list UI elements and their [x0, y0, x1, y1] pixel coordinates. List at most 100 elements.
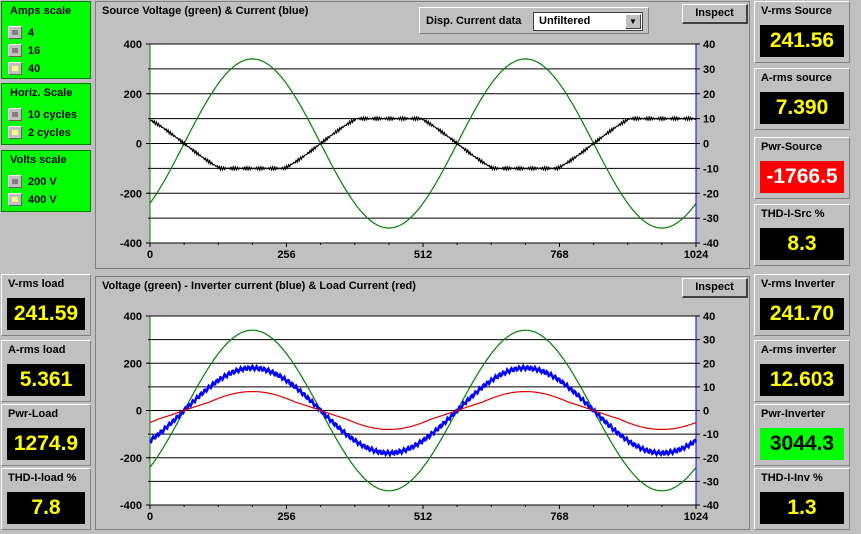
volts-400-radio[interactable] — [8, 193, 22, 206]
amps-scale-title: Amps scale — [10, 5, 72, 17]
y-left-tick-label: -200 — [120, 453, 142, 465]
y-right-tick-label: -40 — [703, 500, 719, 512]
x-tick-label: 512 — [414, 249, 432, 261]
meter-a-rms-load: A-rms load 5.361 — [1, 340, 91, 402]
meter-pwr-inverter: Pwr-Inverter 3044.3 — [754, 404, 850, 466]
meter-thd-i-load: THD-I-load % 7.8 — [1, 468, 91, 530]
inspect-button-top[interactable]: Inspect — [682, 4, 748, 24]
meter-label: THD-I-Src % — [761, 208, 825, 220]
disp-current-select[interactable]: Unfiltered ▼ — [533, 12, 643, 31]
y-right-tick-label: 20 — [703, 89, 715, 101]
y-left-tick-label: 0 — [136, 139, 142, 151]
meter-value: 1.3 — [760, 492, 844, 524]
y-right-tick-label: 20 — [703, 358, 715, 370]
series-line-2 — [149, 390, 697, 430]
meter-label: Pwr-Source — [761, 141, 823, 153]
y-right-tick-label: 10 — [703, 114, 715, 126]
meter-value: 241.59 — [7, 298, 85, 330]
y-right-tick-label: -10 — [703, 163, 719, 175]
x-tick-label: 0 — [147, 511, 153, 523]
meter-a-rms-source: A-rms source 7.390 — [754, 68, 850, 130]
amps-40-label: 40 — [28, 63, 41, 75]
meter-value: 1274.9 — [7, 428, 85, 460]
x-tick-label: 768 — [550, 249, 568, 261]
meter-value: 3044.3 — [760, 428, 844, 460]
amps-16-label: 16 — [28, 45, 41, 57]
y-right-tick-label: 30 — [703, 64, 715, 76]
y-left-tick-label: 400 — [124, 39, 142, 51]
y-left-tick-label: 400 — [124, 311, 142, 323]
series-line-1 — [149, 115, 697, 172]
meter-v-rms-inverter: V-rms Inverter 241.70 — [754, 274, 850, 336]
meter-v-rms-load: V-rms load 241.59 — [1, 274, 91, 336]
y-right-tick-label: -20 — [703, 188, 719, 200]
horiz-10-cycles-radio[interactable] — [8, 108, 22, 121]
amps-16-radio[interactable] — [8, 44, 22, 57]
amps-4-radio[interactable] — [8, 26, 22, 39]
meter-label: A-rms inverter — [761, 344, 837, 356]
meter-label: V-rms Source — [761, 5, 832, 17]
volts-200-radio[interactable] — [8, 175, 22, 188]
meter-label: V-rms load — [8, 278, 65, 290]
meter-value: 8.3 — [760, 228, 844, 260]
y-right-tick-label: 0 — [703, 406, 709, 418]
y-right-tick-label: 40 — [703, 39, 715, 51]
disp-current-group: Disp. Current data Unfiltered ▼ — [419, 7, 649, 34]
meter-label: Pwr-Inverter — [761, 408, 826, 420]
meter-a-rms-inverter: A-rms inverter 12.603 — [754, 340, 850, 402]
y-right-tick-label: 30 — [703, 335, 715, 347]
series-line-1 — [149, 363, 698, 458]
x-tick-label: 1024 — [684, 249, 709, 261]
meter-value: 7.390 — [760, 92, 844, 124]
x-tick-label: 1024 — [684, 511, 709, 523]
horiz-scale-group: Horiz. Scale 10 cycles 2 cycles — [1, 83, 91, 145]
meter-pwr-source: Pwr-Source -1766.5 — [754, 137, 850, 199]
y-left-tick-label: -400 — [120, 238, 142, 250]
inspect-button-bottom[interactable]: Inspect — [682, 278, 748, 298]
source-chart-title: Source Voltage (green) & Current (blue) — [102, 5, 309, 17]
x-tick-label: 256 — [277, 511, 295, 523]
horiz-scale-title: Horiz. Scale — [10, 87, 73, 99]
series-line-0 — [149, 58, 697, 229]
meter-pwr-load: Pwr-Load 1274.9 — [1, 404, 91, 466]
meter-value: 241.56 — [760, 25, 844, 57]
source-chart-panel: Source Voltage (green) & Current (blue) … — [95, 1, 750, 269]
inverter-chart-title: Voltage (green) - Inverter current (blue… — [102, 280, 416, 292]
meter-value: 12.603 — [760, 364, 844, 396]
y-left-tick-label: 200 — [124, 89, 142, 101]
meter-value: -1766.5 — [760, 161, 844, 193]
volts-scale-group: Volts scale 200 V 400 V — [1, 150, 91, 212]
meter-thd-i-src: THD-I-Src % 8.3 — [754, 204, 850, 266]
y-right-tick-label: -20 — [703, 453, 719, 465]
x-tick-label: 512 — [414, 511, 432, 523]
meter-value: 5.361 — [7, 364, 85, 396]
chevron-down-icon[interactable]: ▼ — [625, 14, 641, 29]
x-tick-label: 256 — [277, 249, 295, 261]
x-tick-label: 768 — [550, 511, 568, 523]
amps-40-radio[interactable] — [8, 62, 22, 75]
y-right-tick-label: -30 — [703, 476, 719, 488]
y-right-tick-label: -30 — [703, 213, 719, 225]
amps-4-label: 4 — [28, 27, 35, 39]
series-line-0 — [149, 329, 697, 492]
y-left-tick-label: 200 — [124, 358, 142, 370]
amps-scale-group: Amps scale 4 16 40 — [1, 1, 91, 79]
disp-current-label: Disp. Current data — [426, 15, 522, 27]
horiz-2-cycles-radio[interactable] — [8, 126, 22, 139]
x-tick-label: 0 — [147, 249, 153, 261]
meter-value: 241.70 — [760, 298, 844, 330]
volts-200-label: 200 V — [28, 176, 57, 188]
meter-label: Pwr-Load — [8, 408, 59, 420]
y-right-tick-label: 10 — [703, 382, 715, 394]
meter-label: V-rms Inverter — [761, 278, 835, 290]
volts-400-label: 400 V — [28, 194, 57, 206]
meter-label: A-rms load — [8, 344, 66, 356]
horiz-2-cycles-label: 2 cycles — [28, 127, 71, 139]
meter-label: A-rms source — [761, 72, 832, 84]
meter-label: THD-I-Inv % — [761, 472, 823, 484]
y-left-tick-label: -200 — [120, 188, 142, 200]
meter-value: 7.8 — [7, 492, 85, 524]
inverter-chart-panel: Voltage (green) - Inverter current (blue… — [95, 276, 750, 530]
